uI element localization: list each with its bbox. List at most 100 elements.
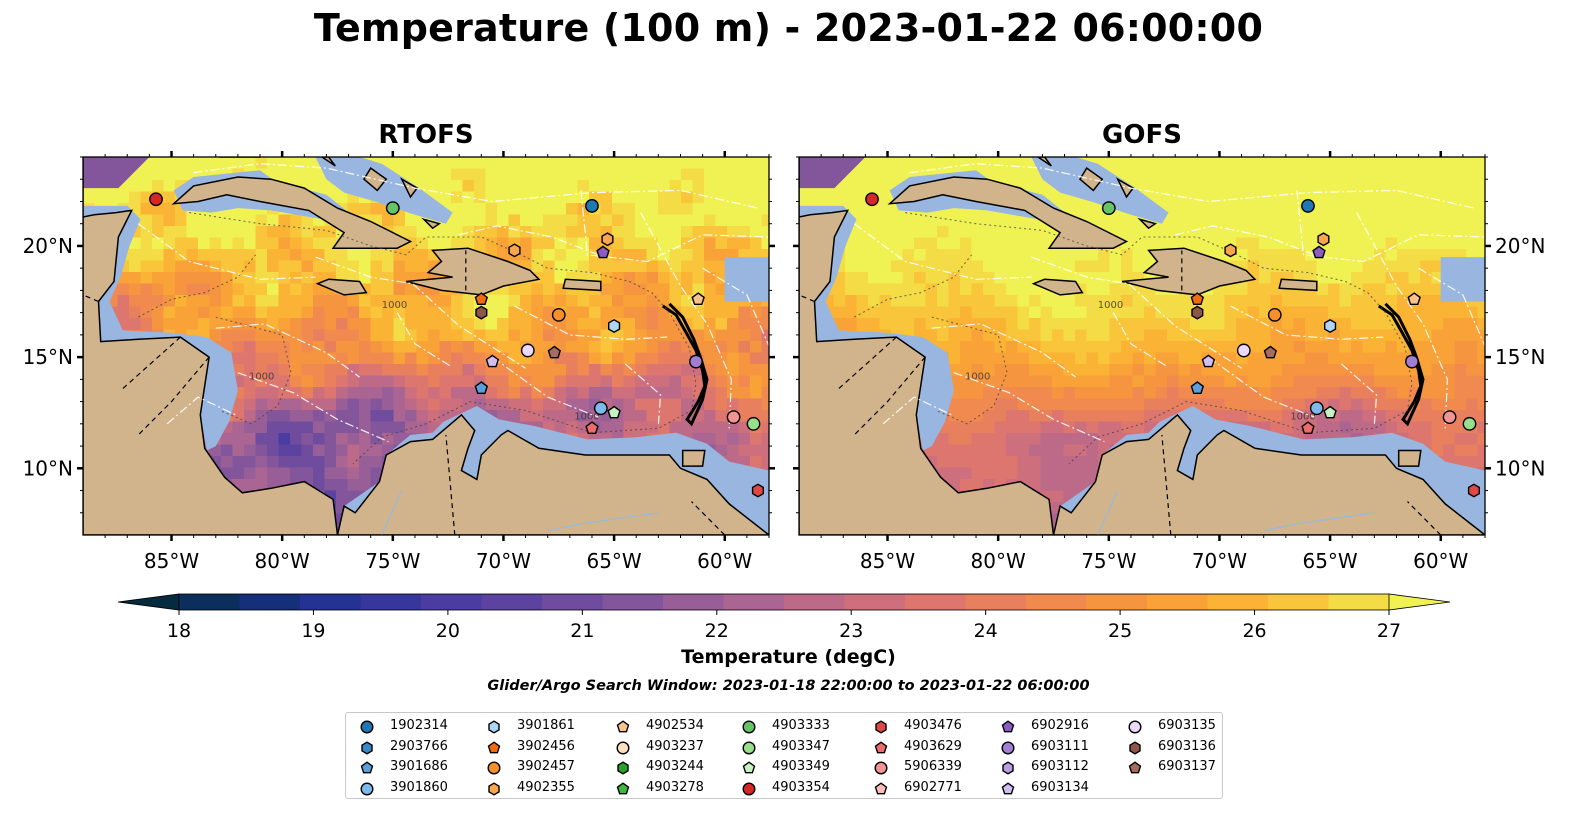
legend-marker-6902771 [874,781,888,794]
main-title: Temperature (100 m) - 2023-01-22 06:00:0… [313,6,1264,50]
lon-tick-label: 65°W [586,549,641,573]
land-florida [219,157,261,158]
legend-label: 4903354 [772,779,830,795]
legend-marker-icon [742,720,756,734]
legend-marker-3901686 [360,761,374,774]
legend-item-3901686: 3901686 [360,759,480,777]
land-puertoRico [562,278,602,292]
float-marker-6903135 [1236,343,1251,358]
land-jamaica [315,278,368,296]
legend-marker-6902916 [1001,720,1015,733]
colorbar-label: Temperature (degC) [681,646,896,668]
legend-label: 4902355 [517,779,575,795]
legend-marker-icon [360,761,374,774]
float-marker-6903135 [520,343,535,358]
legend-label: 4903244 [646,759,704,774]
legend-marker-4903476 [875,720,887,734]
legend-marker-6903137 [1128,761,1142,774]
legend-label: 4903349 [772,759,830,774]
lat-tick-label: 20°N [23,234,73,258]
legend-label: 1902314 [390,718,448,733]
legend-marker-icon [488,781,500,796]
legend-label: 4903347 [772,738,830,754]
legend-marker-icon [742,781,756,796]
legend-marker-4903349 [742,761,756,774]
map-panel-gofs: 1000 1000 1000 85°W 80°W 75°W 70°W 65°W 60°W 20°N… [793,151,1545,573]
legend-marker-4903237 [616,740,630,755]
land-cuba [171,176,413,249]
float-marker-4903476 [751,483,764,498]
legend-label: 3902457 [517,759,575,774]
float-legend: 1902314 2903766 3901686 3901860 3901861 39024… [345,712,1223,799]
legend-marker-4902355 [488,781,500,796]
isobath-label: 1000 [1290,411,1315,422]
colorbar-tick-label: 23 [839,620,863,642]
legend-item-4903476: 4903476 [874,718,994,736]
legend-item-6903136: 6903136 [1128,739,1248,757]
legend-label: 6903112 [1031,759,1089,774]
float-marker-6903137 [547,345,562,359]
float-marker-3902456 [1190,292,1205,305]
legend-item-4902534: 4902534 [616,718,736,736]
legend-marker-icon [1002,761,1014,775]
legend-label: 3901860 [390,779,448,795]
colorbar-tick-label: 22 [705,620,729,642]
float-marker-3901686 [1190,381,1205,394]
lon-tick-label: 70°W [1192,549,1247,573]
legend-marker-4903629 [874,740,888,753]
legend-label: 3902456 [517,738,575,754]
legend-marker-icon [874,781,888,794]
legend-item-2903766: 2903766 [360,739,480,757]
float-marker-4903333 [1101,201,1116,216]
legend-marker-icon [1001,720,1015,733]
land-bahamas4 [1137,217,1158,230]
float-marker-1902314 [585,199,599,213]
legend-label: 4903237 [646,738,704,754]
legend-item-4902355: 4902355 [487,780,607,798]
float-marker-3902456 [474,292,489,305]
float-marker-3901861 [1323,318,1337,334]
float-marker-4903629 [585,421,599,434]
float-marker-6903136 [475,305,488,320]
isobath-label: 1000 [965,371,990,382]
map-area: 1000 1000 1000 [83,157,769,535]
legend-label: 4903278 [646,779,704,795]
land-jamaica [1031,278,1084,296]
legend-marker-icon [1001,781,1015,794]
float-marker-3902457 [1267,307,1282,322]
legend-label: 2903766 [390,738,448,754]
legend-label: 6903137 [1158,759,1216,774]
float-marker-5906339 [726,410,741,425]
search-window-text: Glider/Argo Search Window: 2023-01-18 22… [487,678,1090,694]
isobath-label: 1000 [249,371,274,382]
land-trinidad [681,449,706,467]
float-marker-4902355 [508,243,521,258]
legend-label: 3901861 [517,718,575,733]
lon-tick-label: 80°W [255,549,310,573]
float-marker-4903349 [607,405,621,419]
float-marker-4903349 [1323,405,1337,419]
land-centralAmerica [799,157,1055,535]
legend-marker-3901860 [360,781,374,796]
legend-label: 6903135 [1158,718,1216,733]
legend-marker-icon [488,720,500,734]
legend-marker-4903347 [742,740,756,755]
land-lesser [661,302,709,427]
float-marker-6903111 [1405,354,1419,369]
lon-tick-label: 85°W [860,549,915,573]
float-marker-4903629 [1301,421,1315,434]
legend-item-6903111: 6903111 [1001,739,1121,757]
colorbar-max-arrow [1388,593,1451,611]
legend-label: 5906339 [904,759,962,774]
land-lesser [1377,302,1425,427]
isobath-label: 1000 [574,411,599,422]
legend-marker-2903766 [361,740,373,755]
float-marker-6903137 [1263,345,1278,359]
float-marker-4902355 [601,232,614,247]
legend-item-1902314: 1902314 [360,718,480,736]
float-marker-3901861 [608,318,621,334]
float-marker-4903354 [149,192,163,207]
legend-marker-1902314 [360,720,374,734]
float-marker-4903347 [746,416,761,431]
legend-marker-4903354 [742,781,756,796]
